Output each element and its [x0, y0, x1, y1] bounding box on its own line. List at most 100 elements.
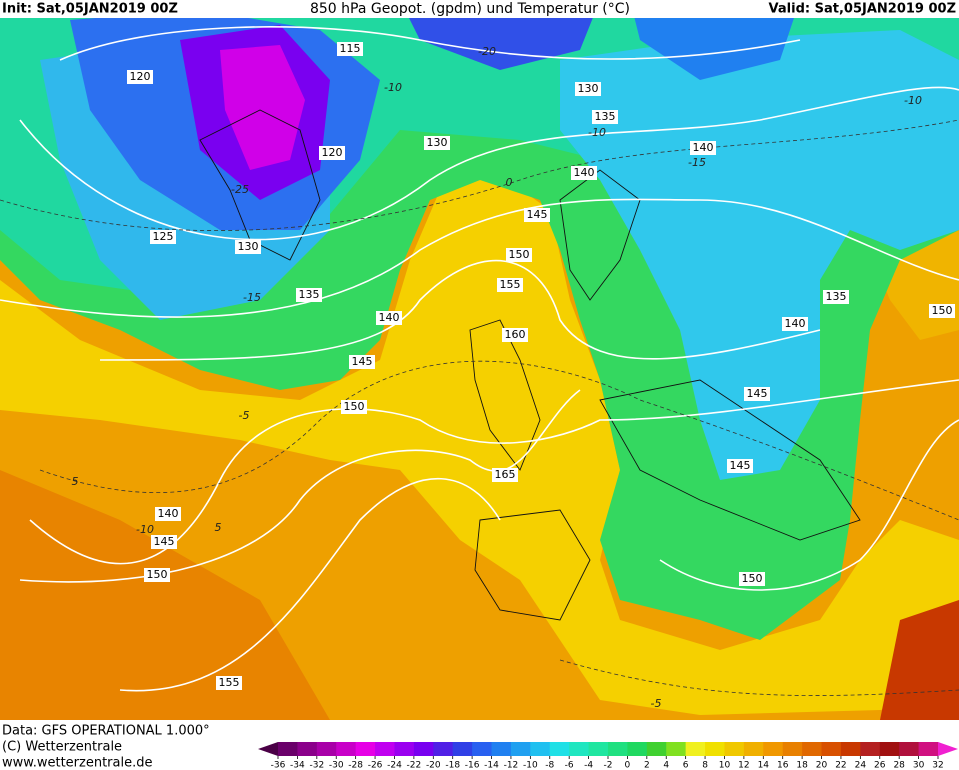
colorbar-swatch — [316, 742, 337, 756]
colorbar-tick-label: -20 — [426, 761, 441, 770]
contour-label-box — [155, 507, 181, 521]
colorbar-tick-label: -2 — [604, 761, 613, 770]
colorbar-swatch — [394, 742, 415, 756]
contour-label: 115 — [340, 42, 361, 55]
contour-label-box — [341, 400, 367, 414]
colorbar-swatch — [491, 742, 512, 756]
colorbar-swatch — [705, 742, 725, 756]
contour-label: 160 — [505, 328, 526, 341]
colorbar-swatch — [472, 742, 493, 756]
contour-label-box — [349, 355, 375, 369]
colorbar-tick-label: 30 — [913, 761, 925, 770]
contour-label: 150 — [742, 572, 763, 585]
contour-label-box — [929, 304, 955, 318]
colorbar-tick-label: 0 — [625, 761, 631, 770]
isotherm-label: 0 — [506, 176, 513, 189]
contour-label: 130 — [238, 240, 259, 253]
map-fields — [0, 0, 959, 720]
colorbar-swatch — [510, 742, 531, 756]
contour-label: 150 — [147, 568, 168, 581]
header-band — [0, 0, 959, 18]
contour-label-box — [739, 572, 765, 586]
colorbar-tick-label: 6 — [683, 761, 689, 770]
colorbar-swatch — [608, 742, 628, 756]
colorbar-swatch — [278, 742, 298, 756]
colorbar-swatch — [452, 742, 473, 756]
footer-line: www.wetterzentrale.de — [2, 756, 152, 770]
colorbar-swatch — [666, 742, 687, 756]
colorbar-tick-label: -10 — [523, 761, 538, 770]
contour-label-box — [492, 468, 518, 482]
isotherm-label: -10 — [384, 81, 402, 94]
colorbar-swatch — [860, 742, 881, 756]
colorbar-tick-label: -14 — [484, 761, 499, 770]
colorbar-tick-label: -24 — [387, 761, 402, 770]
colorbar-tick-label: -18 — [445, 761, 460, 770]
contour-label: 130 — [578, 82, 599, 95]
colorbar-swatch — [821, 742, 842, 756]
colorbar-arrow — [938, 742, 958, 756]
footer-line: (C) Wetterzentrale — [2, 740, 122, 755]
colorbar-tick-label: -26 — [368, 761, 383, 770]
colorbar-swatch — [549, 742, 570, 756]
colorbar-tick-label: -22 — [407, 761, 422, 770]
contour-label: 155 — [219, 676, 240, 689]
colorbar-swatch — [899, 742, 920, 756]
contour-label: 145 — [154, 535, 175, 548]
isotherm-label: 5 — [215, 521, 222, 534]
footer-line: Data: GFS OPERATIONAL 1.000° — [2, 724, 210, 739]
colorbar-tick-label: -6 — [565, 761, 574, 770]
contour-label: 150 — [932, 304, 953, 317]
isotherm-label: -10 — [136, 523, 154, 536]
contour-label: 165 — [495, 468, 516, 481]
colorbar-tick-label: -30 — [329, 761, 344, 770]
colorbar-tick-label: 2 — [644, 761, 650, 770]
contour-label: 145 — [352, 355, 373, 368]
contour-label: 150 — [344, 400, 365, 413]
contour-label-box — [337, 42, 363, 56]
contour-label-box — [502, 328, 528, 342]
contour-label-box — [497, 278, 523, 292]
colorbar-tick-label: 18 — [796, 761, 808, 770]
contour-label-box — [376, 311, 402, 325]
contour-label: 140 — [693, 141, 714, 154]
colorbar-swatch — [782, 742, 803, 756]
colorbar-swatch — [646, 742, 667, 756]
colorbar-tick-label: 26 — [874, 761, 886, 770]
colorbar-swatch — [297, 742, 318, 756]
colorbar-swatch — [530, 742, 551, 756]
contour-label: 145 — [747, 387, 768, 400]
isotherm-label: -5 — [651, 697, 662, 710]
contour-label: 125 — [153, 230, 174, 243]
colorbar-tick-label: -28 — [348, 761, 363, 770]
contour-label-box — [690, 141, 716, 155]
contour-label-box — [506, 248, 532, 262]
contour-label: 140 — [379, 311, 400, 324]
contour-label: 135 — [826, 290, 847, 303]
isotherm-label: -25 — [231, 183, 249, 196]
contour-label-box — [235, 240, 261, 254]
contour-label-box — [151, 535, 177, 549]
contour-label: 135 — [299, 288, 320, 301]
colorbar-swatch — [918, 742, 939, 756]
contour-label-box — [524, 208, 550, 222]
isotherm-label: -20 — [478, 45, 496, 58]
colorbar-tick-label: 10 — [719, 761, 731, 770]
contour-label: 140 — [785, 317, 806, 330]
map-title: 850 hPa Geopot. (gpdm) und Temperatur (°… — [310, 1, 630, 17]
contour-label: 155 — [500, 278, 521, 291]
colorbar-tick-label: 28 — [893, 761, 905, 770]
contour-label: 120 — [322, 146, 343, 159]
colorbar-swatch — [802, 742, 823, 756]
colorbar-tick-label: 14 — [758, 761, 770, 770]
colorbar-swatch — [879, 742, 900, 756]
colorbar-tick-label: -36 — [271, 761, 286, 770]
isotherm-label: -15 — [688, 156, 706, 169]
contour-label-box — [127, 70, 153, 84]
contour-label-box — [424, 136, 450, 150]
colorbar-swatch — [375, 742, 395, 756]
contour-label-box — [782, 317, 808, 331]
contour-label: 145 — [730, 459, 751, 472]
contour-label-box — [744, 387, 770, 401]
